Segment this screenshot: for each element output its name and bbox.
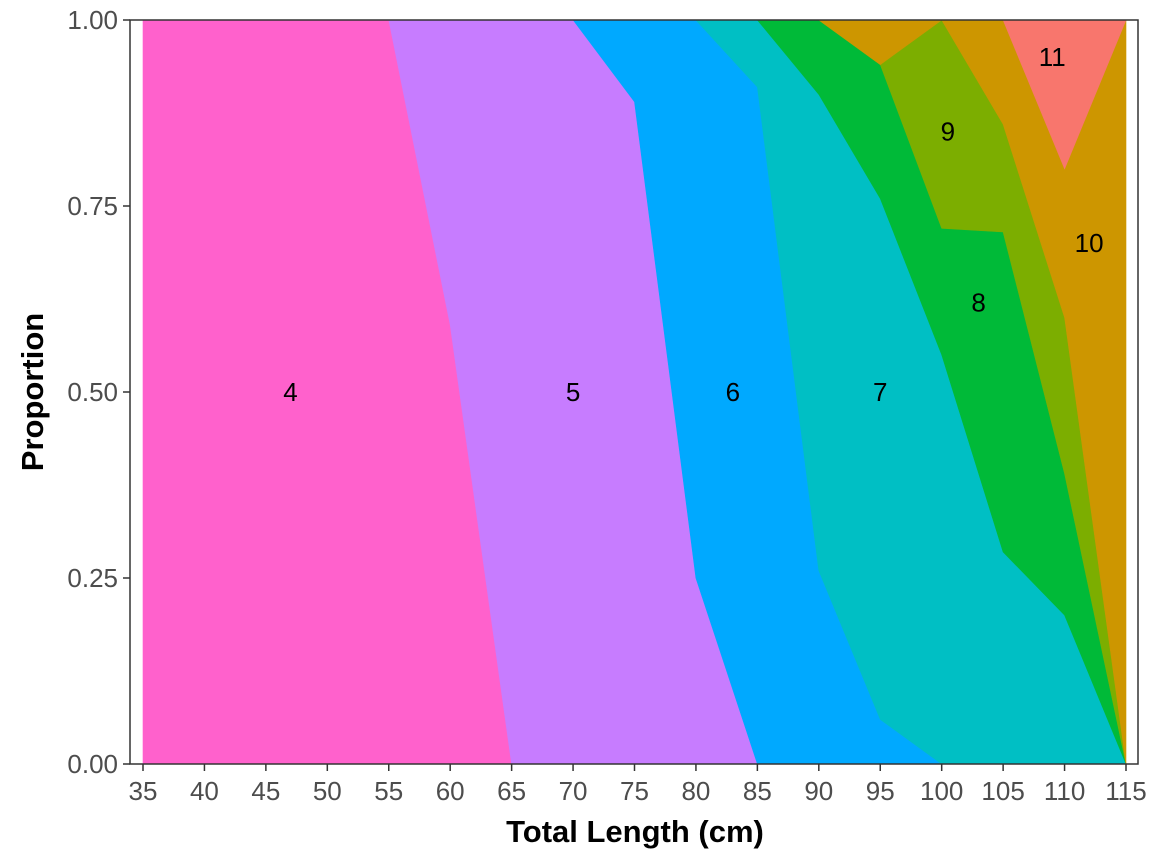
y-tick-label: 0.50	[67, 377, 118, 407]
band-label-7: 7	[873, 377, 887, 407]
y-tick-label: 0.00	[67, 749, 118, 779]
x-tick-label: 45	[251, 776, 280, 806]
band-label-5: 5	[566, 377, 580, 407]
x-tick-label: 55	[374, 776, 403, 806]
x-tick-label: 35	[129, 776, 158, 806]
x-tick-label: 95	[866, 776, 895, 806]
x-tick-label: 110	[1044, 776, 1085, 806]
band-label-6: 6	[726, 377, 740, 407]
y-tick-label: 0.25	[67, 563, 118, 593]
x-tick-label: 105	[981, 776, 1024, 806]
x-tick-label: 40	[190, 776, 219, 806]
x-tick-label: 60	[436, 776, 465, 806]
x-tick-label: 90	[804, 776, 833, 806]
x-tick-label: 115	[1105, 776, 1146, 806]
x-tick-label: 75	[620, 776, 649, 806]
x-tick-label: 85	[743, 776, 772, 806]
y-tick-label: 0.75	[67, 191, 118, 221]
x-tick-label: 70	[559, 776, 588, 806]
x-axis-title: Total Length (cm)	[506, 814, 764, 849]
x-tick-label: 100	[920, 776, 963, 806]
x-axis: 35 40 45 50 55 60 65 70 75 80 85 90 95 100 105 110 115	[129, 764, 1147, 806]
x-tick-label: 65	[497, 776, 526, 806]
y-axis-title: Proportion	[15, 313, 50, 471]
band-label-10: 10	[1075, 228, 1104, 258]
y-tick-label: 1.00	[67, 5, 118, 35]
y-axis: 0.00 0.25 0.50 0.75 1.00	[67, 5, 130, 779]
x-tick-label: 50	[313, 776, 342, 806]
band-label-9: 9	[941, 117, 955, 147]
band-label-8: 8	[971, 288, 985, 318]
band-label-4: 4	[283, 377, 297, 407]
band-label-layer: 4 5 6 7 8 9 10 11	[283, 42, 1103, 407]
x-tick-label: 80	[681, 776, 710, 806]
band-label-11: 11	[1039, 42, 1066, 72]
